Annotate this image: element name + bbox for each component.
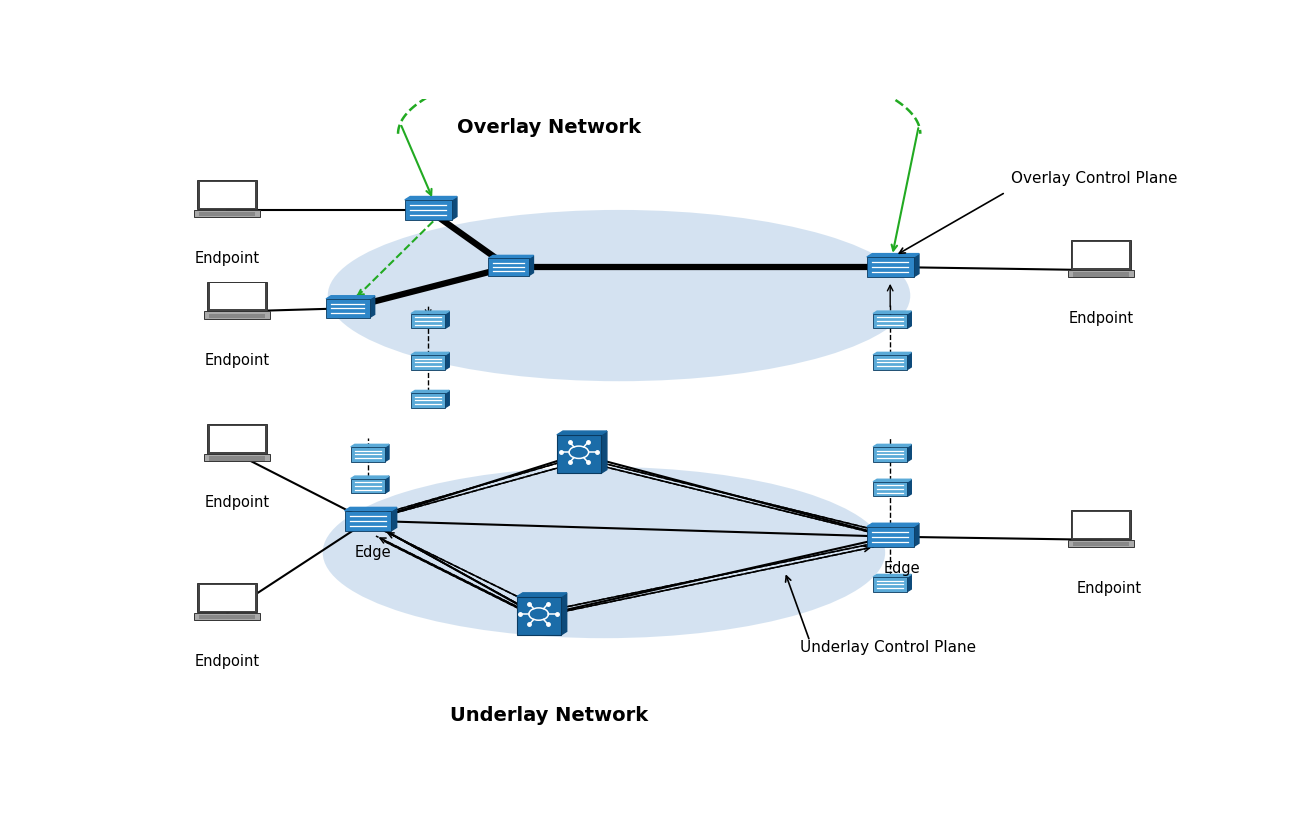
FancyBboxPatch shape xyxy=(200,615,255,619)
FancyBboxPatch shape xyxy=(874,482,907,496)
Text: Endpoint: Endpoint xyxy=(1077,581,1142,596)
Polygon shape xyxy=(446,311,450,328)
Text: Edge: Edge xyxy=(355,545,391,560)
FancyBboxPatch shape xyxy=(1068,270,1134,278)
FancyBboxPatch shape xyxy=(411,314,446,328)
Polygon shape xyxy=(446,391,450,408)
Polygon shape xyxy=(557,431,607,435)
Polygon shape xyxy=(529,255,534,276)
Polygon shape xyxy=(907,353,911,369)
FancyBboxPatch shape xyxy=(1073,242,1129,268)
FancyBboxPatch shape xyxy=(207,282,267,311)
FancyBboxPatch shape xyxy=(210,314,266,318)
FancyBboxPatch shape xyxy=(207,424,267,454)
Text: Endpoint: Endpoint xyxy=(1068,311,1134,326)
FancyBboxPatch shape xyxy=(210,426,266,452)
Text: Endpoint: Endpoint xyxy=(194,654,260,669)
Polygon shape xyxy=(874,353,911,355)
FancyBboxPatch shape xyxy=(404,200,451,220)
FancyBboxPatch shape xyxy=(517,597,561,635)
Polygon shape xyxy=(351,444,389,447)
FancyBboxPatch shape xyxy=(200,585,255,611)
Polygon shape xyxy=(404,196,457,200)
Text: Edge: Edge xyxy=(884,561,920,576)
Ellipse shape xyxy=(323,467,885,639)
FancyBboxPatch shape xyxy=(205,454,271,461)
Polygon shape xyxy=(907,311,911,328)
Polygon shape xyxy=(327,296,375,299)
FancyBboxPatch shape xyxy=(489,259,529,276)
FancyBboxPatch shape xyxy=(194,613,260,620)
Polygon shape xyxy=(874,480,911,482)
FancyBboxPatch shape xyxy=(205,311,271,319)
FancyBboxPatch shape xyxy=(557,435,601,474)
Polygon shape xyxy=(867,254,919,257)
Polygon shape xyxy=(345,508,397,511)
Polygon shape xyxy=(874,311,911,314)
FancyBboxPatch shape xyxy=(411,393,446,408)
FancyBboxPatch shape xyxy=(874,355,907,369)
FancyBboxPatch shape xyxy=(1070,241,1131,269)
FancyBboxPatch shape xyxy=(411,355,446,369)
Polygon shape xyxy=(385,444,389,461)
FancyBboxPatch shape xyxy=(867,527,914,546)
Text: Underlay Network: Underlay Network xyxy=(450,706,648,725)
FancyBboxPatch shape xyxy=(200,182,255,208)
Text: Endpoint: Endpoint xyxy=(205,495,270,510)
Polygon shape xyxy=(411,311,450,314)
FancyBboxPatch shape xyxy=(210,456,266,461)
Polygon shape xyxy=(385,476,389,494)
FancyBboxPatch shape xyxy=(867,257,914,277)
Polygon shape xyxy=(907,444,911,461)
FancyBboxPatch shape xyxy=(327,299,369,317)
Polygon shape xyxy=(601,431,607,474)
Polygon shape xyxy=(907,574,911,592)
FancyBboxPatch shape xyxy=(351,479,385,494)
Polygon shape xyxy=(451,196,457,220)
FancyBboxPatch shape xyxy=(197,583,258,612)
Polygon shape xyxy=(914,254,919,277)
Polygon shape xyxy=(914,523,919,546)
Polygon shape xyxy=(391,508,397,531)
Polygon shape xyxy=(874,444,911,447)
Text: Underlay Control Plane: Underlay Control Plane xyxy=(800,640,976,655)
Polygon shape xyxy=(411,391,450,393)
Polygon shape xyxy=(351,476,389,479)
Text: Overlay Network: Overlay Network xyxy=(456,118,640,137)
Polygon shape xyxy=(907,480,911,496)
FancyBboxPatch shape xyxy=(1073,542,1129,546)
FancyBboxPatch shape xyxy=(210,283,266,309)
FancyBboxPatch shape xyxy=(197,180,258,209)
FancyBboxPatch shape xyxy=(874,314,907,328)
Polygon shape xyxy=(489,255,534,259)
Polygon shape xyxy=(411,353,450,355)
FancyBboxPatch shape xyxy=(874,447,907,461)
FancyBboxPatch shape xyxy=(1068,540,1134,547)
FancyBboxPatch shape xyxy=(874,577,907,592)
FancyBboxPatch shape xyxy=(200,212,255,217)
Text: Endpoint: Endpoint xyxy=(194,251,260,266)
FancyBboxPatch shape xyxy=(1073,272,1129,277)
Polygon shape xyxy=(369,296,375,317)
FancyBboxPatch shape xyxy=(194,210,260,217)
Text: Endpoint: Endpoint xyxy=(205,353,270,368)
Polygon shape xyxy=(446,353,450,369)
Polygon shape xyxy=(517,592,566,597)
Polygon shape xyxy=(874,574,911,577)
Ellipse shape xyxy=(328,210,910,382)
FancyBboxPatch shape xyxy=(351,447,385,461)
FancyBboxPatch shape xyxy=(1070,510,1131,540)
Text: Overlay Control Plane: Overlay Control Plane xyxy=(1011,171,1177,185)
FancyBboxPatch shape xyxy=(1073,512,1129,538)
Polygon shape xyxy=(867,523,919,527)
Polygon shape xyxy=(561,592,566,635)
FancyBboxPatch shape xyxy=(345,511,391,531)
